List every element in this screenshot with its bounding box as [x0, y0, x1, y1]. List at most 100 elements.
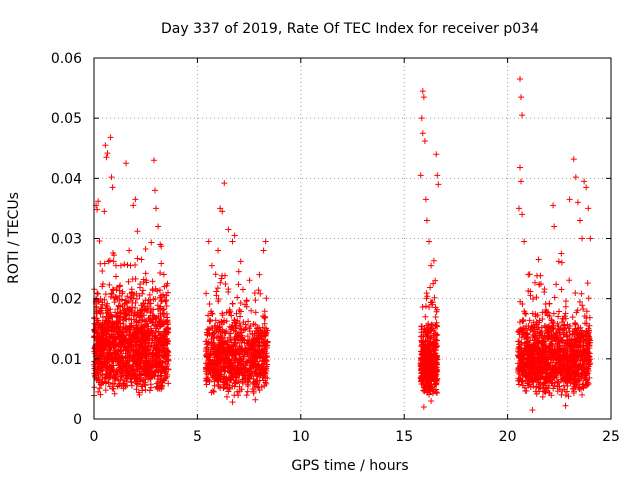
data-point: [239, 353, 246, 360]
data-point: [571, 320, 578, 327]
data-point: [239, 286, 246, 293]
data-point: [423, 217, 430, 224]
data-point: [94, 352, 101, 359]
data-point: [231, 232, 238, 239]
data-point: [109, 380, 116, 387]
data-point: [152, 337, 159, 344]
data-point: [160, 271, 167, 278]
data-point: [558, 376, 565, 383]
data-point: [562, 303, 569, 310]
data-point: [205, 339, 212, 346]
data-point: [532, 332, 539, 339]
data-point: [225, 288, 232, 295]
data-point: [522, 332, 529, 339]
data-point: [234, 294, 241, 301]
data-point: [101, 296, 108, 303]
data-point: [218, 318, 225, 325]
data-point: [247, 341, 254, 348]
data-point: [434, 331, 441, 338]
x-tick-label: 0: [90, 429, 99, 445]
data-point: [127, 294, 134, 301]
data-point: [520, 317, 527, 324]
data-point: [210, 373, 217, 380]
data-point: [217, 385, 224, 392]
data-point: [141, 323, 148, 330]
data-point: [256, 343, 263, 350]
data-point: [522, 325, 529, 332]
data-point: [569, 314, 576, 321]
data-point: [578, 369, 585, 376]
data-point: [126, 306, 133, 313]
data-point: [232, 350, 239, 357]
data-point: [133, 380, 140, 387]
x-axis-label: GPS time / hours: [291, 458, 408, 474]
y-tick-label: 0.05: [51, 111, 82, 127]
data-point: [213, 359, 220, 366]
data-point: [531, 337, 538, 344]
data-point: [211, 329, 218, 336]
data-point: [256, 377, 263, 384]
data-point: [101, 208, 108, 215]
data-point: [103, 154, 110, 161]
data-point: [216, 351, 223, 358]
data-point: [528, 377, 535, 384]
data-point: [540, 358, 547, 365]
data-point: [536, 348, 543, 355]
data-point: [535, 256, 542, 263]
data-point: [205, 346, 212, 353]
data-point: [157, 294, 164, 301]
data-point: [523, 387, 530, 394]
data-point: [524, 335, 531, 342]
data-point: [226, 330, 233, 337]
data-point: [544, 330, 551, 337]
data-point: [427, 323, 434, 330]
data-point: [153, 364, 160, 371]
data-point: [117, 309, 124, 316]
data-point: [234, 331, 241, 338]
data-point: [530, 368, 537, 375]
data-point: [112, 326, 119, 333]
x-tick-label: 25: [602, 429, 620, 445]
data-point: [96, 308, 103, 315]
data-point: [538, 330, 545, 337]
data-point: [523, 359, 530, 366]
data-point: [566, 277, 573, 284]
data-point: [556, 345, 563, 352]
data-point: [129, 299, 136, 306]
data-point: [208, 336, 215, 343]
data-point: [220, 384, 227, 391]
data-point: [422, 313, 429, 320]
data-point: [142, 330, 149, 337]
data-point: [585, 380, 592, 387]
data-point: [140, 276, 147, 283]
data-point: [585, 339, 592, 346]
data-point: [228, 312, 235, 319]
data-point: [106, 383, 113, 390]
data-point: [529, 346, 536, 353]
data-point: [96, 335, 103, 342]
data-point: [160, 291, 167, 298]
data-point: [419, 343, 426, 350]
data-point: [259, 330, 266, 337]
data-point: [109, 291, 116, 298]
data-point: [164, 338, 171, 345]
data-point: [544, 334, 551, 341]
data-point: [433, 379, 440, 386]
data-point: [111, 390, 118, 397]
data-point: [584, 280, 591, 287]
data-point: [128, 382, 135, 389]
data-point: [219, 272, 226, 279]
data-point: [232, 355, 239, 362]
data-point: [138, 363, 145, 370]
data-point: [104, 150, 111, 157]
data-point: [162, 331, 169, 338]
data-point: [208, 324, 215, 331]
data-point: [433, 308, 440, 315]
data-point: [204, 364, 211, 371]
data-point: [570, 156, 577, 163]
data-point: [113, 273, 120, 280]
data-point: [102, 374, 109, 381]
data-point: [253, 352, 260, 359]
data-point: [99, 367, 106, 374]
data-point: [423, 387, 430, 394]
